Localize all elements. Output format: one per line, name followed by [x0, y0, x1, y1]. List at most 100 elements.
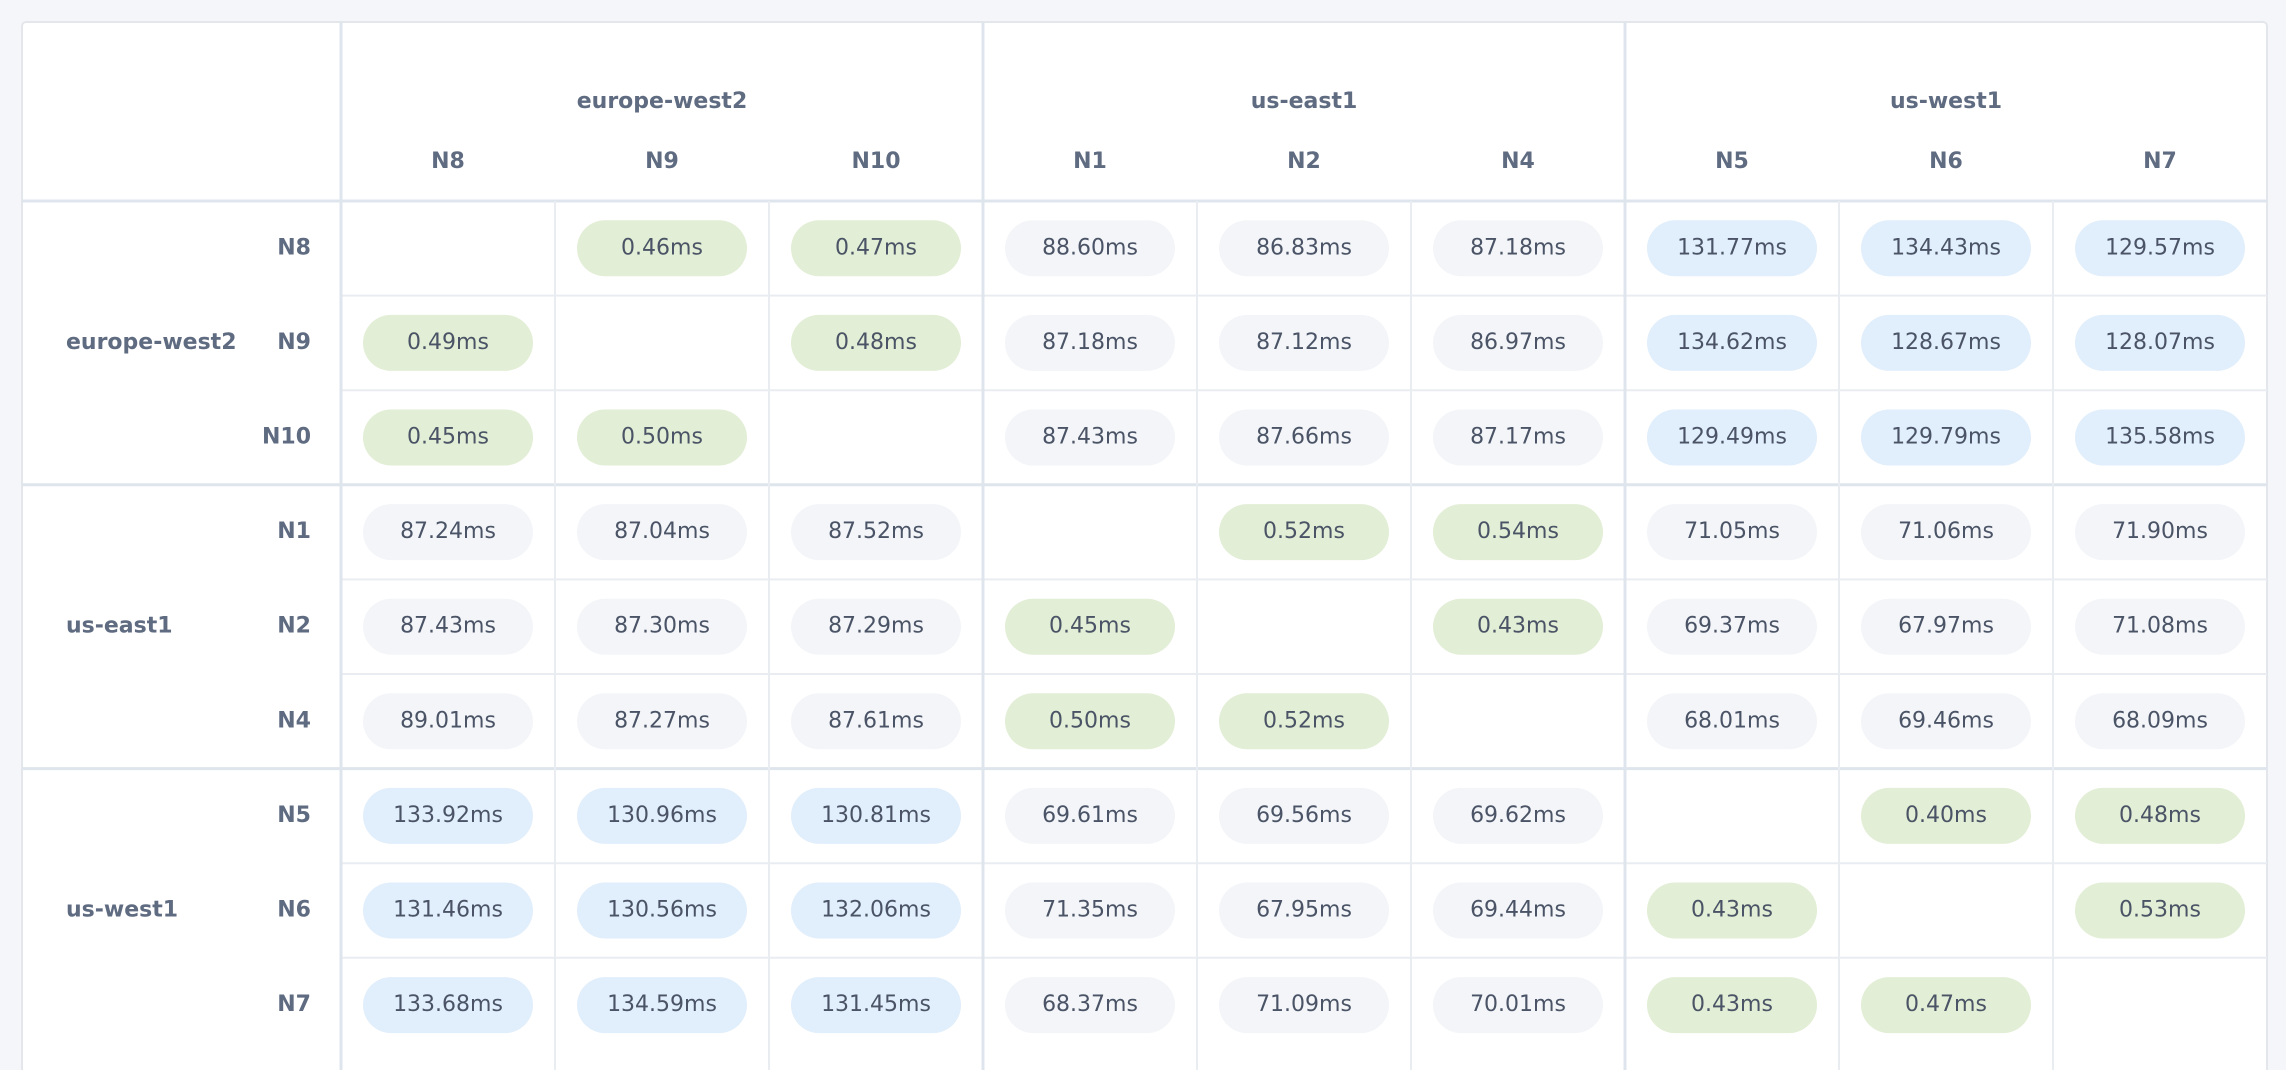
latency-pill [1433, 504, 1603, 561]
latency-pill [2075, 787, 2245, 844]
latency-pill [1433, 314, 1603, 371]
latency-pill [1861, 314, 2031, 371]
latency-pill [2075, 314, 2245, 371]
latency-pill [1219, 314, 1389, 371]
latency-value: 0.47ms [835, 235, 917, 260]
latency-value: 132.06ms [821, 898, 931, 923]
latency-value: 69.56ms [1256, 803, 1352, 828]
latency-value: 87.29ms [828, 614, 924, 639]
latency-pill [1005, 598, 1175, 655]
latency-value: 68.01ms [1684, 708, 1780, 733]
column-node-label: N10 [851, 149, 900, 174]
latency-pill [1005, 977, 1175, 1034]
latency-pill [2075, 882, 2245, 939]
latency-pill [1433, 409, 1603, 466]
latency-pill [791, 314, 961, 371]
latency-value: 130.96ms [607, 803, 717, 828]
latency-value: 0.52ms [1263, 708, 1345, 733]
latency-value: 68.37ms [1042, 992, 1138, 1017]
latency-value: 0.45ms [1049, 614, 1131, 639]
latency-pill [577, 598, 747, 655]
row-node-label: N2 [277, 614, 311, 639]
column-node-label: N8 [431, 149, 465, 174]
latency-pill [363, 504, 533, 561]
latency-value: 0.48ms [835, 330, 917, 355]
latency-value: 87.43ms [1042, 425, 1138, 450]
latency-value: 67.97ms [1898, 614, 1994, 639]
latency-value: 131.77ms [1677, 235, 1787, 260]
latency-value: 0.43ms [1691, 992, 1773, 1017]
latency-value: 0.46ms [621, 235, 703, 260]
latency-pill [577, 220, 747, 277]
latency-pill [2075, 598, 2245, 655]
latency-pill [1005, 220, 1175, 277]
latency-value: 87.66ms [1256, 425, 1352, 450]
latency-value: 0.40ms [1905, 803, 1987, 828]
latency-pill [363, 977, 533, 1034]
row-node-label: N5 [277, 803, 311, 828]
latency-value: 0.50ms [621, 425, 703, 450]
latency-value: 0.48ms [2119, 803, 2201, 828]
latency-value: 0.47ms [1905, 992, 1987, 1017]
latency-pill [363, 882, 533, 939]
latency-pill [1433, 598, 1603, 655]
row-node-label: N7 [277, 992, 311, 1017]
row-node-label: N1 [277, 519, 311, 544]
latency-value: 69.62ms [1470, 803, 1566, 828]
latency-value: 0.54ms [1477, 519, 1559, 544]
latency-pill [2075, 504, 2245, 561]
latency-pill [1861, 504, 2031, 561]
latency-value: 71.09ms [1256, 992, 1352, 1017]
latency-pill [1219, 693, 1389, 750]
latency-pill [577, 977, 747, 1034]
column-node-label: N6 [1929, 149, 1963, 174]
latency-pill [1647, 882, 1817, 939]
latency-pill [791, 882, 961, 939]
latency-pill [1861, 220, 2031, 277]
latency-pill [791, 787, 961, 844]
latency-value: 86.97ms [1470, 330, 1566, 355]
latency-value: 134.43ms [1891, 235, 2001, 260]
latency-value: 71.05ms [1684, 519, 1780, 544]
latency-value: 88.60ms [1042, 235, 1138, 260]
latency-value: 67.95ms [1256, 898, 1352, 923]
row-node-label: N4 [277, 708, 311, 733]
latency-value: 87.24ms [400, 519, 496, 544]
latency-value: 87.04ms [614, 519, 710, 544]
latency-pill [1219, 787, 1389, 844]
latency-value: 128.07ms [2105, 330, 2215, 355]
latency-pill [791, 220, 961, 277]
latency-pill [363, 314, 533, 371]
latency-pill [1219, 977, 1389, 1034]
latency-pill [577, 882, 747, 939]
column-group-label: europe-west2 [577, 89, 748, 114]
latency-value: 0.43ms [1691, 898, 1773, 923]
latency-pill [363, 787, 533, 844]
latency-value: 87.27ms [614, 708, 710, 733]
latency-pill [1219, 882, 1389, 939]
latency-pill [577, 693, 747, 750]
latency-value: 133.68ms [393, 992, 503, 1017]
latency-pill [1647, 598, 1817, 655]
latency-value: 129.49ms [1677, 425, 1787, 450]
row-node-label: N10 [262, 425, 311, 450]
row-node-label: N8 [277, 235, 311, 260]
latency-pill [1005, 409, 1175, 466]
latency-pill [1647, 409, 1817, 466]
latency-value: 87.30ms [614, 614, 710, 639]
latency-pill [2075, 409, 2245, 466]
latency-value: 87.61ms [828, 708, 924, 733]
latency-pill [791, 977, 961, 1034]
row-group-label: us-west1 [66, 898, 178, 923]
latency-value: 134.62ms [1677, 330, 1787, 355]
latency-pill [1219, 220, 1389, 277]
latency-value: 133.92ms [393, 803, 503, 828]
latency-value: 131.46ms [393, 898, 503, 923]
latency-value: 87.52ms [828, 519, 924, 544]
latency-value: 0.52ms [1263, 519, 1345, 544]
column-node-label: N4 [1501, 149, 1535, 174]
latency-value: 87.43ms [400, 614, 496, 639]
latency-value: 69.61ms [1042, 803, 1138, 828]
row-node-label: N9 [277, 330, 311, 355]
latency-pill [1219, 504, 1389, 561]
